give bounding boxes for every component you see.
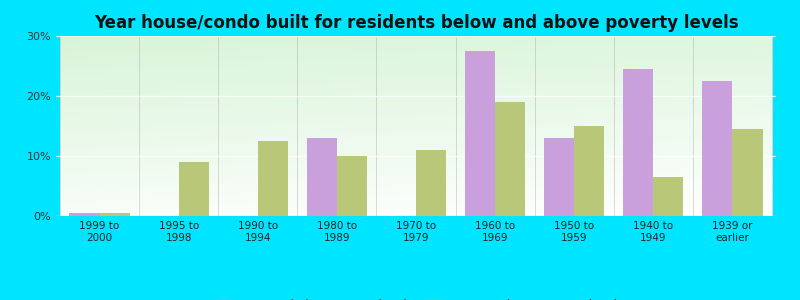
- Bar: [70, 213, 99, 216]
- Bar: [99, 213, 130, 216]
- Bar: [733, 129, 762, 216]
- Legend: Owners below poverty level, Owners above poverty level: Owners below poverty level, Owners above…: [209, 293, 623, 300]
- Bar: [574, 126, 604, 216]
- Bar: [702, 81, 733, 216]
- Bar: [178, 162, 209, 216]
- Bar: [416, 150, 446, 216]
- Bar: [337, 156, 367, 216]
- Bar: [495, 102, 525, 216]
- Bar: [623, 69, 654, 216]
- Bar: [307, 138, 337, 216]
- Bar: [654, 177, 683, 216]
- Bar: [258, 141, 288, 216]
- Bar: [465, 51, 495, 216]
- Bar: [544, 138, 574, 216]
- Title: Year house/condo built for residents below and above poverty levels: Year house/condo built for residents bel…: [94, 14, 738, 32]
